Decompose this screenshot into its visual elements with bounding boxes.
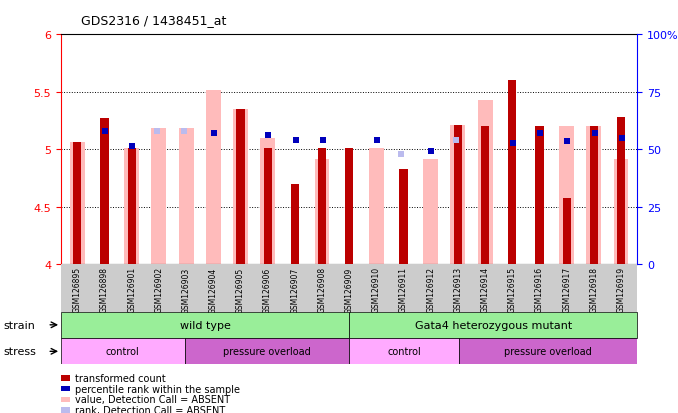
Bar: [260, 138, 275, 264]
Text: GSM126908: GSM126908: [317, 267, 327, 313]
Text: wild type: wild type: [180, 320, 231, 330]
Bar: [184, 339, 349, 364]
Bar: [450, 126, 465, 264]
Bar: [124, 149, 139, 264]
Bar: [315, 160, 330, 264]
Bar: [563, 199, 571, 264]
Bar: [61, 339, 184, 364]
Bar: [100, 119, 108, 264]
Bar: [423, 160, 438, 264]
Text: GSM126906: GSM126906: [263, 267, 272, 313]
Bar: [178, 129, 193, 264]
Text: GSM126910: GSM126910: [372, 267, 381, 313]
Text: GSM126916: GSM126916: [535, 267, 544, 313]
Bar: [206, 91, 221, 264]
Text: GSM126895: GSM126895: [73, 267, 82, 313]
Bar: [586, 127, 601, 264]
Bar: [264, 149, 272, 264]
Text: control: control: [106, 347, 140, 356]
Text: GSM126905: GSM126905: [236, 267, 245, 313]
Text: GSM126911: GSM126911: [399, 267, 408, 313]
Bar: [508, 81, 517, 264]
Text: GSM126912: GSM126912: [426, 267, 435, 313]
Bar: [559, 127, 574, 264]
Bar: [399, 169, 407, 264]
Bar: [73, 143, 81, 264]
Text: pressure overload: pressure overload: [223, 347, 311, 356]
Bar: [481, 127, 490, 264]
Bar: [477, 100, 492, 264]
Bar: [291, 184, 299, 264]
Text: Gata4 heterozygous mutant: Gata4 heterozygous mutant: [415, 320, 572, 330]
Text: GDS2316 / 1438451_at: GDS2316 / 1438451_at: [81, 14, 226, 27]
Bar: [454, 126, 462, 264]
Bar: [369, 149, 384, 264]
Bar: [318, 149, 326, 264]
Bar: [345, 149, 353, 264]
Bar: [233, 109, 248, 264]
Text: value, Detection Call = ABSENT: value, Detection Call = ABSENT: [75, 394, 231, 404]
Text: GSM126918: GSM126918: [589, 267, 598, 313]
Bar: [151, 129, 166, 264]
Bar: [349, 339, 459, 364]
Bar: [590, 127, 598, 264]
Text: strain: strain: [3, 320, 35, 330]
Text: GSM126898: GSM126898: [100, 267, 109, 313]
Text: GSM126904: GSM126904: [209, 267, 218, 313]
Text: GSM126914: GSM126914: [481, 267, 490, 313]
Text: GSM126909: GSM126909: [344, 267, 354, 313]
Text: GSM126919: GSM126919: [616, 267, 626, 313]
Text: control: control: [387, 347, 421, 356]
Text: percentile rank within the sample: percentile rank within the sample: [75, 384, 240, 394]
Text: GSM126907: GSM126907: [290, 267, 299, 313]
Bar: [536, 127, 544, 264]
Bar: [459, 339, 637, 364]
Bar: [617, 118, 625, 264]
Text: stress: stress: [3, 347, 36, 356]
Text: GSM126902: GSM126902: [155, 267, 163, 313]
Bar: [614, 160, 629, 264]
Bar: [61, 312, 349, 338]
Text: rank, Detection Call = ABSENT: rank, Detection Call = ABSENT: [75, 405, 226, 413]
Text: GSM126915: GSM126915: [508, 267, 517, 313]
Bar: [70, 143, 85, 264]
Text: GSM126903: GSM126903: [182, 267, 191, 313]
Bar: [237, 109, 245, 264]
Bar: [349, 312, 637, 338]
Text: transformed count: transformed count: [75, 373, 166, 383]
Bar: [127, 149, 136, 264]
Text: pressure overload: pressure overload: [504, 347, 592, 356]
Text: GSM126917: GSM126917: [562, 267, 571, 313]
Text: GSM126913: GSM126913: [454, 267, 462, 313]
Text: GSM126901: GSM126901: [127, 267, 136, 313]
